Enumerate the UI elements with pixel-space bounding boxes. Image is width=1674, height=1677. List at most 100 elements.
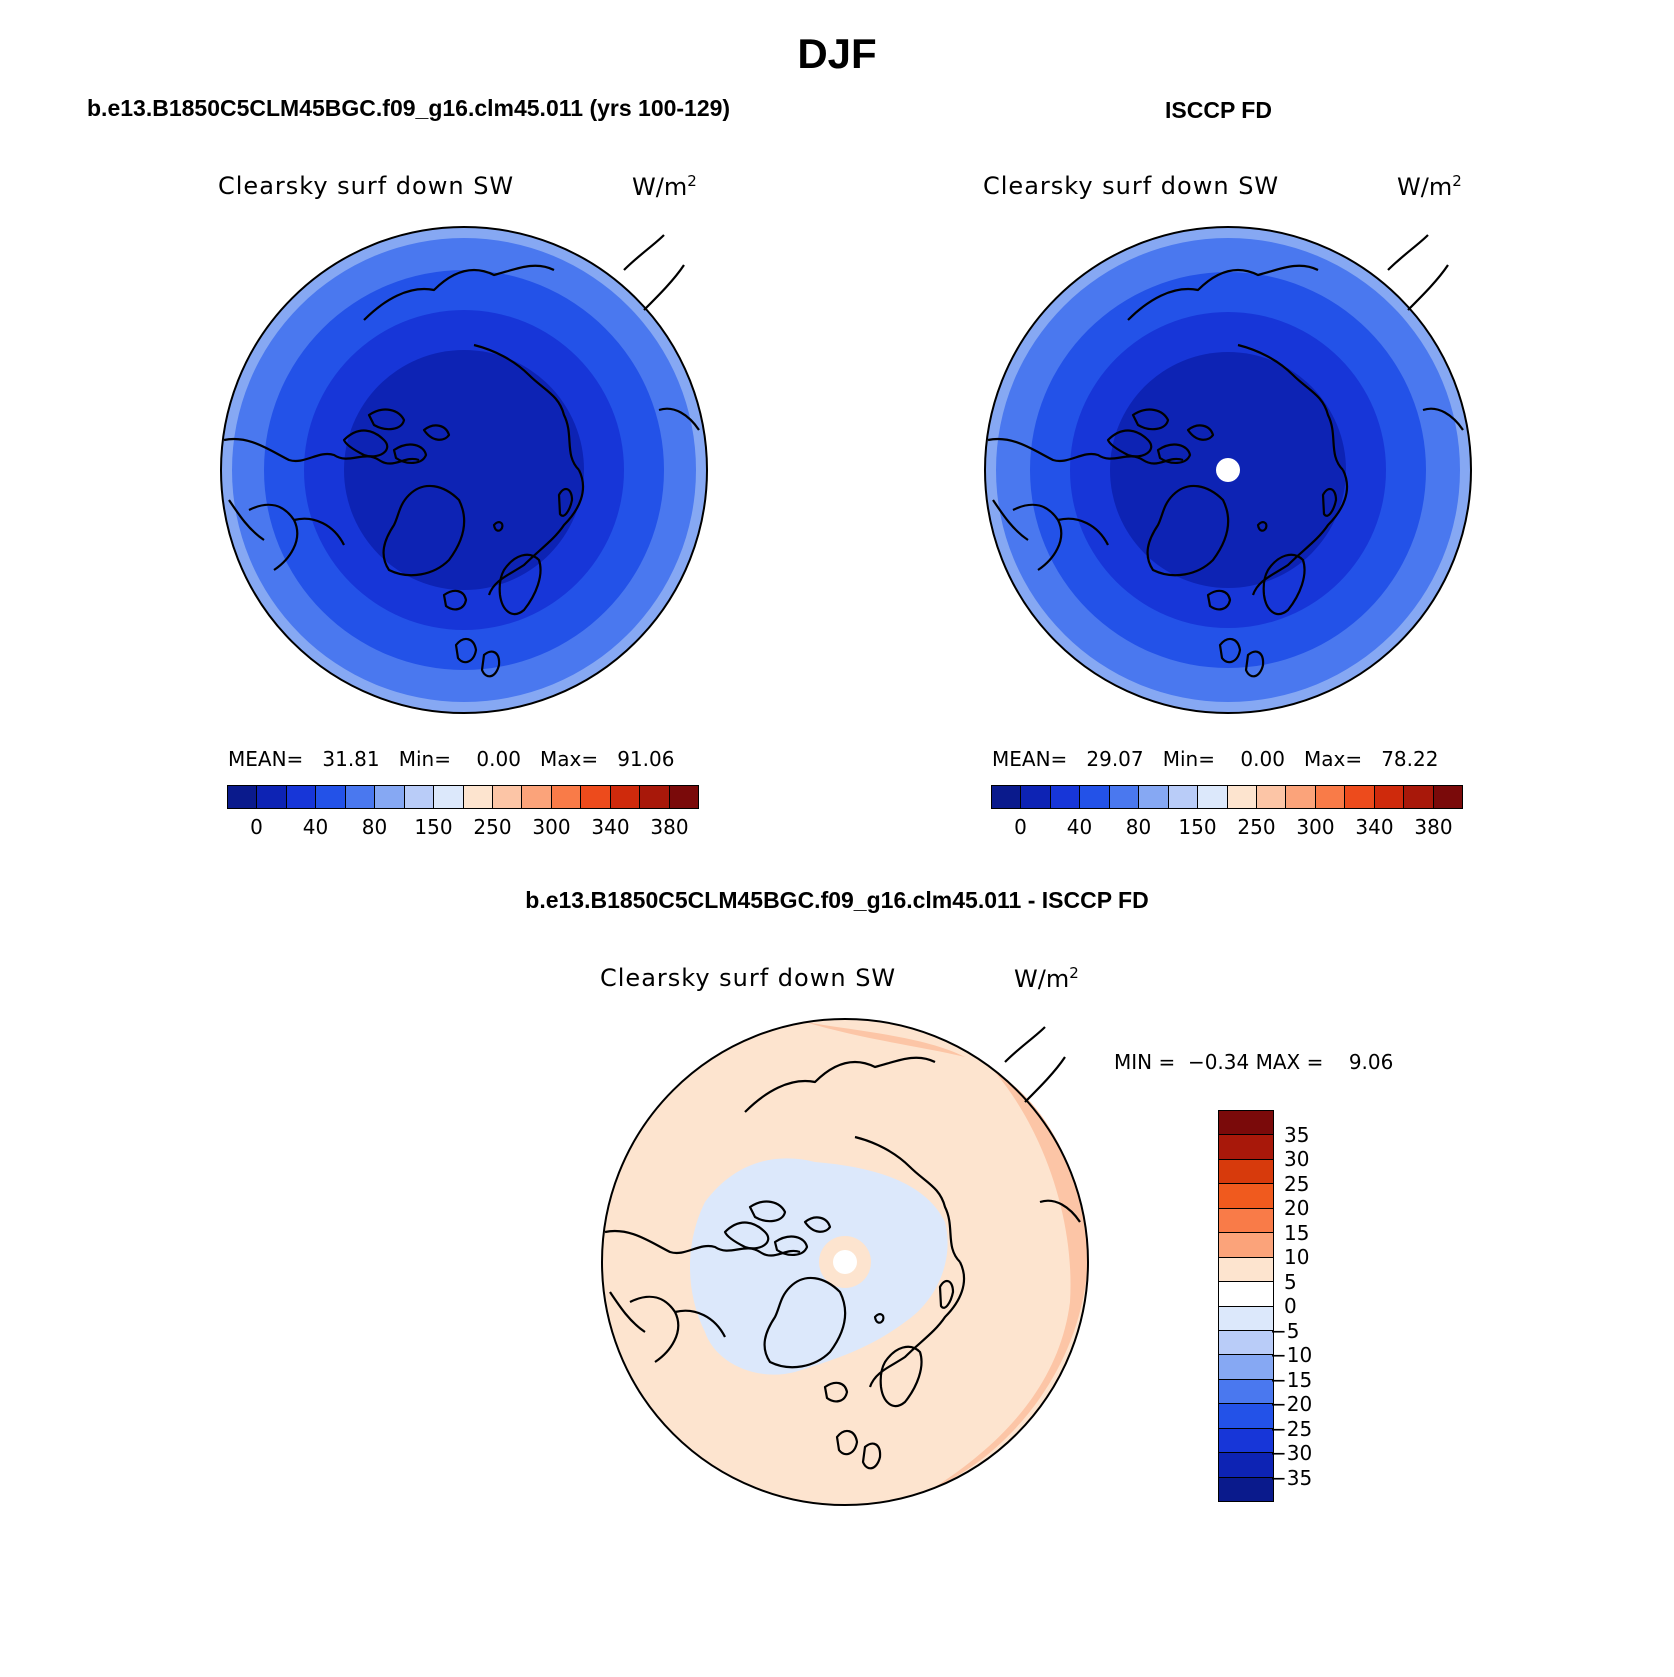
coastline — [987, 437, 1184, 465]
colorbar-swatch — [1219, 1184, 1273, 1209]
colorbar-swatch — [1219, 1135, 1273, 1160]
panel2-max-label: Max= — [1304, 747, 1363, 771]
colorbar-swatch — [581, 786, 611, 808]
coastline — [992, 499, 1029, 541]
coastline — [803, 1216, 832, 1233]
colorbar-swatch — [404, 786, 435, 808]
panel3-case-title: b.e13.B1850C5CLM45BGC.f09_g16.clm45.011 … — [525, 887, 1149, 913]
panel1-polar-map — [220, 226, 708, 714]
colorbar-swatch — [551, 786, 582, 808]
colorbar-swatch — [1219, 1257, 1273, 1283]
colorbar-tick-label: 40 — [1066, 815, 1093, 839]
coastline — [1387, 234, 1449, 311]
panel2-coastlines — [987, 234, 1464, 678]
panel3-variable-label: Clearsky surf down SW — [600, 964, 897, 992]
colorbar-swatch — [1219, 1428, 1273, 1454]
coastline — [1039, 1199, 1081, 1223]
coastline — [248, 503, 345, 571]
colorbar-swatch — [992, 786, 1022, 808]
panel3-units-exp: 2 — [1069, 964, 1079, 982]
colorbar-swatch — [1219, 1208, 1273, 1234]
colorbar-tick-label: 20 — [1284, 1196, 1310, 1220]
colorbar-swatch — [522, 786, 552, 808]
panel3-min-label: MIN = — [1114, 1050, 1176, 1074]
colorbar-tick-label: −30 — [1270, 1441, 1313, 1465]
coastline — [367, 408, 406, 431]
panel2-polar-map — [984, 226, 1472, 714]
panel1-coastlines — [223, 234, 700, 678]
colorbar-tick-label: 15 — [1284, 1220, 1310, 1245]
colorbar-swatch — [375, 786, 405, 808]
coastline — [492, 521, 504, 532]
panel2-max-value: 78.22 — [1381, 747, 1439, 771]
colorbar-swatch — [1219, 1453, 1273, 1478]
panel1-units-label: W/m2 — [632, 172, 697, 201]
colorbar-tick-label: 150 — [1178, 815, 1217, 839]
colorbar-tick-label: 30 — [1284, 1147, 1310, 1171]
colorbar-swatch — [1109, 786, 1140, 808]
panel2-units-exp: 2 — [1452, 172, 1462, 190]
coastline — [498, 553, 542, 616]
coastline — [1127, 264, 1319, 321]
colorbar-swatch — [1219, 1404, 1273, 1429]
panel3-colorbar-ticks: 35 30 25 20 15 10 5 0 −5 −10 −15 −20 −25 −30 −35 — [1270, 1110, 1344, 1502]
coastline — [748, 1200, 787, 1223]
panel2-stats: MEAN= 29.07 Min= 0.00 Max= 78.22 — [992, 747, 1438, 771]
colorbar-tick-label: −5 — [1270, 1318, 1300, 1343]
coastline — [1131, 408, 1170, 431]
colorbar-tick-label: 40 — [302, 815, 329, 839]
coastline — [623, 234, 685, 311]
coastline — [1262, 553, 1306, 616]
coastline — [1156, 443, 1192, 464]
panel1-map-border — [220, 226, 708, 714]
colorbar-swatch — [1219, 1282, 1273, 1307]
colorbar-swatch — [1345, 786, 1375, 808]
coastline — [763, 1276, 847, 1369]
panel2-variable-label: Clearsky surf down SW — [983, 172, 1280, 200]
panel3-min-value: −0.34 — [1187, 1050, 1250, 1074]
panel2-min-value: 0.00 — [1240, 747, 1285, 771]
colorbar-tick-label: 340 — [591, 815, 630, 839]
colorbar-swatch — [1198, 786, 1228, 808]
coastline — [480, 650, 501, 678]
panel2-colorbar-ticks: 0 40 80 150 250 300 340 380 — [991, 815, 1463, 841]
colorbar-swatch — [1139, 786, 1169, 808]
colorbar-swatch — [1374, 786, 1405, 808]
colorbar-tick-label: 80 — [361, 815, 388, 839]
panel3-max-value: 9.06 — [1348, 1050, 1394, 1074]
colorbar-tick-label: 250 — [473, 815, 512, 839]
panel3-pole-missing — [833, 1250, 857, 1274]
colorbar-tick-label: −35 — [1270, 1465, 1313, 1490]
panel1-core — [344, 350, 584, 590]
coastline — [879, 1345, 923, 1408]
coastline — [1422, 407, 1464, 431]
panel1-mean-label: MEAN= — [228, 747, 304, 771]
coastline — [454, 637, 478, 664]
figure-title: DJF — [797, 30, 877, 77]
colorbar-swatch — [1050, 786, 1081, 808]
coastline — [342, 429, 389, 458]
panel1-units-exp: 2 — [687, 172, 697, 190]
colorbar-swatch — [1315, 786, 1346, 808]
coastline — [938, 1279, 955, 1309]
panel3-max-label: MAX = — [1255, 1050, 1324, 1074]
colorbar-swatch — [1286, 786, 1316, 808]
coastline — [744, 1056, 936, 1113]
coastline — [868, 1261, 965, 1388]
coastline — [1321, 487, 1338, 517]
colorbar-swatch — [1219, 1111, 1273, 1136]
panel3-coastlines — [604, 1026, 1081, 1470]
colorbar-swatch — [1227, 786, 1257, 808]
colorbar-tick-label: 10 — [1284, 1245, 1310, 1269]
coastline — [473, 343, 580, 471]
panel2-min-label: Min= — [1162, 747, 1215, 771]
colorbar-tick-label: 35 — [1284, 1122, 1310, 1147]
panel2-units-label: W/m2 — [1397, 172, 1462, 201]
colorbar-swatch — [1219, 1355, 1273, 1380]
coastline — [773, 1235, 809, 1256]
coastline — [1146, 484, 1230, 577]
panel3-polar-map — [601, 1018, 1089, 1506]
coastline — [442, 589, 468, 611]
colorbar-swatch — [1219, 1159, 1273, 1185]
colorbar-tick-label: 300 — [532, 815, 571, 839]
